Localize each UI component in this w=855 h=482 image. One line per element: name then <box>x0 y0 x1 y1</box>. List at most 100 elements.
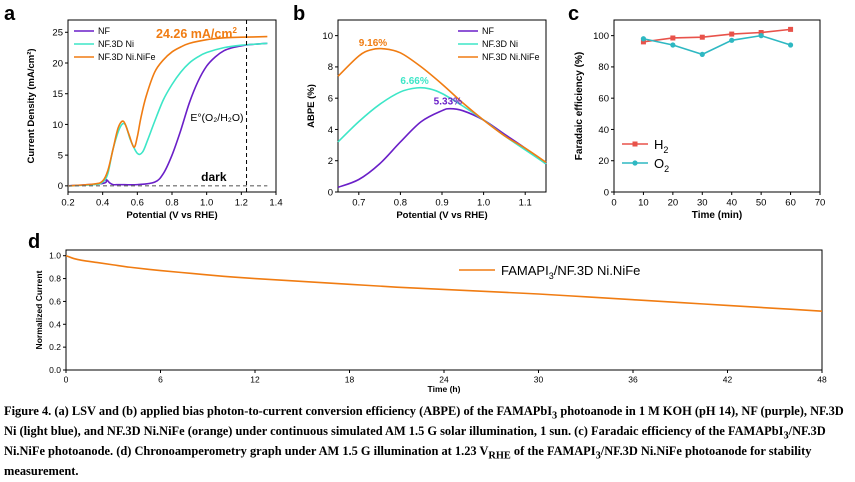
x-tick-label: 1.1 <box>519 198 532 209</box>
panel-letter-d: d <box>28 231 40 253</box>
panel-letter-c: c <box>568 3 579 25</box>
legend-3d-ni-label: NF.3D Ni <box>482 39 518 49</box>
x-tick-label: 12 <box>250 375 260 385</box>
x-axis-title: Time (h) <box>428 384 461 394</box>
y-tick-label: 0.8 <box>49 274 61 284</box>
x-tick-label: 0.8 <box>394 198 407 209</box>
x-tick-label: 48 <box>817 375 827 385</box>
chart-a-lsv: 0.2 0.4 0.6 0.8 1.0 1.2 1.4 0 5 10 15 20 25 Potential… <box>26 19 283 221</box>
series-3d-ni-nife-line <box>337 47 547 163</box>
figure-caption: Figure 4. (a) LSV and (b) applied bias p… <box>4 404 844 478</box>
x-tick-label: 60 <box>785 198 796 209</box>
x-tick-label: 18 <box>345 375 355 385</box>
x-tick-label: 0 <box>64 375 69 385</box>
x-tick-label: 1.2 <box>235 198 248 209</box>
y-tick-label: 5 <box>58 150 63 161</box>
x-tick-label: 24 <box>439 375 449 385</box>
x-tick-label: 1.0 <box>200 198 213 209</box>
annotation-e-o2-h2o: E°(O₂/H₂O) <box>190 112 243 124</box>
x-tick-label: 36 <box>628 375 638 385</box>
x-tick-label: 0.7 <box>352 198 365 209</box>
legend-3d-ni-label: NF.3D Ni <box>98 39 134 49</box>
x-tick-label: 0 <box>611 198 616 209</box>
y-tick-label: 1.0 <box>49 251 61 261</box>
panel-letter-a: a <box>4 3 16 25</box>
series-stability-line <box>65 254 823 312</box>
legend-nf-label: NF <box>482 26 494 36</box>
x-tick-label: 1.0 <box>477 198 490 209</box>
y-tick-label: 20 <box>598 156 609 167</box>
y-tick-label: 0 <box>604 187 609 198</box>
x-tick-label: 0.6 <box>131 198 144 209</box>
data-point-h2 <box>758 30 764 36</box>
series-o2-line <box>643 34 791 56</box>
panel-letter-b: b <box>293 3 305 25</box>
y-axis-title: Faradaic efficiency (%) <box>574 52 585 160</box>
chart-b-abpe: 0.7 0.8 0.9 1.0 1.1 0 2 4 6 8 10 Potential (V vs RH… <box>306 19 547 221</box>
legend-h2-marker <box>632 141 638 147</box>
y-tick-label: 20 <box>52 58 63 69</box>
series-h2-line <box>643 28 791 43</box>
y-tick-label: 100 <box>593 31 609 42</box>
legend-3d-ni-nife-label: NF.3D Ni.NiFe <box>482 52 540 62</box>
x-tick-label: 70 <box>815 198 826 209</box>
data-point-o2 <box>699 51 705 58</box>
y-tick-label: 10 <box>52 120 63 131</box>
x-tick-label: 0.9 <box>435 198 448 209</box>
chart-d-stability: 0 6 12 18 24 30 36 42 48 0.0 0.2 0.4 0.6 0.8 1.0 Time (… <box>34 249 827 394</box>
x-tick-label: 30 <box>534 375 544 385</box>
y-tick-label: 0.4 <box>49 319 61 329</box>
y-tick-label: 0.2 <box>49 342 61 352</box>
data-point-o2 <box>640 36 647 42</box>
x-tick-label: 10 <box>638 198 649 209</box>
data-point-h2 <box>670 35 676 41</box>
y-axis-title: ABPE (%) <box>306 84 317 128</box>
x-tick-label: 42 <box>723 375 733 385</box>
data-point-h2 <box>640 39 646 45</box>
data-point-h2 <box>729 31 735 37</box>
y-tick-label: 60 <box>598 94 609 105</box>
annotation-ni-max: 6.66% <box>400 76 428 87</box>
legend-nf-label: NF <box>98 26 110 36</box>
y-tick-label: 10 <box>322 31 333 42</box>
y-tick-label: 0 <box>328 187 333 198</box>
data-point-h2 <box>699 34 705 40</box>
series-nf-line <box>337 107 547 189</box>
y-tick-label: 6 <box>328 94 333 105</box>
legend-o2-marker <box>632 160 638 166</box>
legend-h2-label: H2 <box>654 137 668 155</box>
y-tick-label: 40 <box>598 125 609 136</box>
figure-canvas: a b c d 0.2 0.4 0.6 0.8 1.0 1.2 1.40510152025P… <box>4 3 827 394</box>
y-tick-label: 0.0 <box>49 365 61 375</box>
legend-stability-label: FAMAPI3/NF.3D Ni.NiFe <box>501 263 640 281</box>
x-tick-label: 30 <box>697 198 708 209</box>
annotation-nf-max: 5.33% <box>434 97 462 108</box>
x-tick-label: 0.8 <box>165 198 178 209</box>
data-point-o2 <box>670 42 676 48</box>
y-axis-title: Normalized Current <box>34 270 44 349</box>
y-tick-label: 80 <box>598 62 609 73</box>
data-point-o2 <box>758 33 764 39</box>
data-point-o2 <box>729 37 735 43</box>
x-axis-title: Potential (V vs RHE) <box>396 210 487 221</box>
y-tick-label: 8 <box>328 62 333 73</box>
chart-c-faradaic: 0 10 20 30 40 50 60 70 0 20 40 60 80 100 Time (min) Far… <box>574 19 826 221</box>
annotation-peak-current: 24.26 mA/cm2 <box>156 26 237 41</box>
x-tick-label: 50 <box>756 198 767 209</box>
x-tick-label: 6 <box>158 375 163 385</box>
x-tick-label: 40 <box>726 198 737 209</box>
x-axis-title: Potential (V vs RHE) <box>126 210 217 221</box>
legend-3d-ni-nife-label: NF.3D Ni.NiFe <box>98 52 156 62</box>
plot-frame <box>613 19 821 193</box>
annotation-nife-max: 9.16% <box>359 38 387 49</box>
y-tick-label: 25 <box>52 28 63 39</box>
y-tick-label: 15 <box>52 89 63 100</box>
x-tick-label: 1.4 <box>269 198 282 209</box>
series-3d-ni-nife-line <box>67 35 268 187</box>
data-point-o2 <box>787 42 794 48</box>
y-tick-label: 0 <box>58 181 63 192</box>
y-tick-label: 4 <box>328 125 333 136</box>
legend-o2-label: O2 <box>654 156 669 174</box>
y-tick-label: 2 <box>328 156 333 167</box>
y-axis-title: Current Density (mA/cm²) <box>26 48 37 163</box>
